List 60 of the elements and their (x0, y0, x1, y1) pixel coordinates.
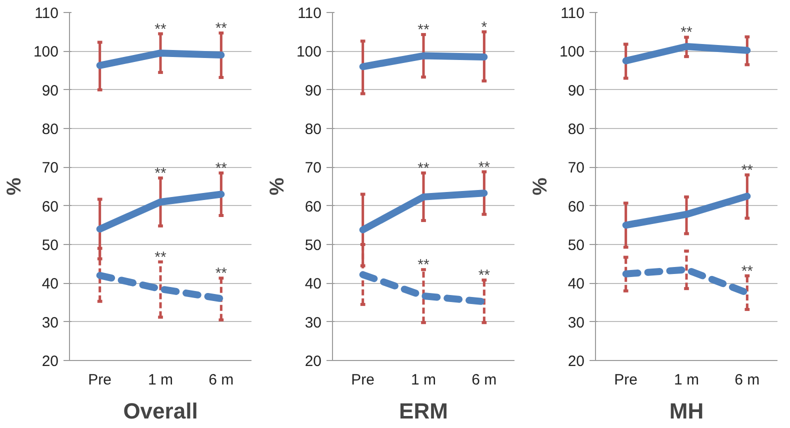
y-axis-title: % (266, 177, 288, 196)
x-tick-label: 1 m (148, 372, 174, 388)
annotation: ** (154, 20, 166, 38)
y-tick-label: 20 (42, 353, 59, 370)
y-tick-label: 90 (568, 82, 585, 100)
x-tick-label: Pre (351, 372, 375, 388)
annotation: ** (478, 158, 490, 176)
annotation: ** (215, 265, 228, 282)
x-tick-label: 1 m (674, 372, 700, 388)
y-tick-label: 100 (296, 44, 322, 61)
annotation: ** (418, 22, 430, 39)
y-tick-label: 50 (568, 237, 585, 254)
y-tick-label: 20 (568, 353, 585, 370)
annotation: ** (154, 248, 166, 266)
y-tick-label: 90 (304, 82, 322, 100)
x-tick-label: 6 m (472, 372, 497, 388)
y-tick-label: 70 (42, 160, 59, 177)
x-tick-label: Pre (88, 372, 112, 388)
y-tick-label: 90 (42, 82, 59, 100)
x-tick-label: 6 m (208, 372, 234, 388)
y-tick-label: 30 (42, 314, 59, 332)
y-axis-title: % (529, 177, 552, 196)
annotation: ** (741, 262, 754, 280)
y-tick-label: 50 (304, 237, 322, 254)
x-axis-title: ERM (399, 398, 448, 424)
y-tick-label: 110 (34, 5, 59, 22)
x-axis-title: Overall (123, 398, 198, 424)
x-tick-label: 6 m (734, 372, 760, 388)
y-tick-label: 20 (304, 353, 322, 370)
y-tick-label: 110 (560, 5, 585, 22)
y-axis-title: % (3, 177, 26, 196)
y-tick-label: 110 (298, 5, 322, 22)
annotation: ** (418, 256, 430, 274)
y-tick-label: 80 (568, 121, 585, 138)
x-tick-label: 1 m (411, 372, 436, 388)
annotation: ** (215, 160, 228, 177)
x-tick-label: Pre (614, 372, 638, 388)
annotation: ** (478, 267, 490, 284)
annotation: * (481, 18, 488, 36)
annotation: ** (215, 20, 228, 37)
y-tick-label: 80 (42, 121, 59, 138)
x-axis-title: MH (669, 398, 704, 424)
y-tick-label: 40 (568, 276, 585, 293)
y-tick-label: 40 (304, 276, 322, 293)
y-tick-label: 100 (559, 44, 585, 61)
y-tick-label: 60 (42, 198, 59, 216)
y-tick-label: 80 (304, 121, 322, 138)
annotation: ** (680, 24, 692, 42)
annotation: ** (154, 164, 166, 182)
y-tick-label: 30 (304, 314, 322, 332)
y-tick-label: 100 (33, 44, 59, 61)
y-tick-label: 70 (568, 160, 585, 177)
y-tick-label: 60 (568, 198, 585, 216)
y-tick-label: 30 (568, 314, 585, 332)
y-tick-label: 50 (42, 237, 59, 254)
y-tick-label: 40 (42, 276, 59, 293)
annotation: ** (741, 162, 754, 179)
annotation: ** (418, 160, 430, 177)
y-tick-label: 60 (304, 198, 322, 216)
y-tick-label: 70 (304, 160, 322, 177)
